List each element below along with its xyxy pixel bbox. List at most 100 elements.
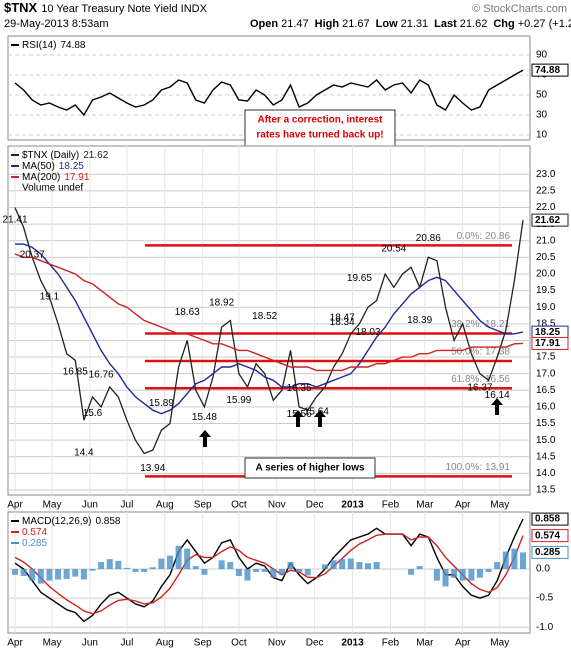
histogram-bar <box>37 569 44 584</box>
histogram-bar <box>115 560 122 570</box>
quote-value: +0.27 (+1.26%) <box>518 18 571 30</box>
histogram-bar <box>485 569 492 572</box>
quote-label: Chg <box>493 18 514 30</box>
quote-value: 21.31 <box>401 18 429 30</box>
price-label: 18.03 <box>356 327 381 338</box>
legend-name: RSI(14) <box>22 40 56 51</box>
histogram-bar <box>141 569 148 572</box>
histogram-bar <box>46 569 53 581</box>
x-tick-label: Jul <box>121 638 134 649</box>
annotation-box <box>244 457 376 479</box>
histogram-bar <box>20 569 27 576</box>
price-label: 16.85 <box>63 366 88 377</box>
quote-label: Low <box>376 18 398 30</box>
last-value-box <box>531 545 569 559</box>
y-tick-label: -0.5 <box>536 593 554 604</box>
x-tick-label: Dec <box>306 638 324 649</box>
histogram-bar <box>408 569 415 575</box>
histogram-bar <box>132 569 139 572</box>
histogram-bar <box>304 569 311 576</box>
histogram-bar <box>296 569 303 572</box>
histogram-bar <box>339 559 346 570</box>
legend-value: 74.88 <box>60 40 85 51</box>
last-value: 0.858 <box>535 514 560 525</box>
fib-label: 100.0%: 13.91 <box>446 462 511 473</box>
quote-value: 21.67 <box>342 18 370 30</box>
histogram-bar <box>433 569 440 581</box>
last-value-box <box>531 512 569 526</box>
series-line <box>14 69 524 117</box>
x-tick-label: Feb <box>382 500 400 511</box>
histogram-bar <box>235 569 242 576</box>
price-label: 16.76 <box>89 369 114 380</box>
y-tick-label: -1.0 <box>536 622 554 633</box>
price-label: 18.92 <box>209 298 234 309</box>
y-tick-label: 21.0 <box>536 235 556 246</box>
histogram-bar <box>244 569 251 581</box>
histogram-bar <box>287 562 294 570</box>
y-tick-label: 14.5 <box>536 451 556 462</box>
histogram-bar <box>468 569 475 581</box>
last-value: 18.25 <box>535 327 560 338</box>
legend-name: MA(50) <box>22 161 55 172</box>
price-label: 20.86 <box>416 233 441 244</box>
x-tick-label: Sep <box>194 638 212 649</box>
legend-value: 21.62 <box>83 150 108 161</box>
series-line <box>14 518 524 623</box>
histogram-bar <box>347 558 354 570</box>
histogram-bar <box>373 562 380 570</box>
histogram-bar <box>270 569 277 578</box>
fib-label: 38.2%: 18.21 <box>451 319 510 330</box>
last-value: 0.285 <box>535 547 560 558</box>
legend-entry: 0.574 <box>22 527 47 538</box>
last-value-box <box>531 336 569 350</box>
quote-label: Open <box>250 18 278 30</box>
y-tick-label: 16.0 <box>536 402 556 413</box>
histogram-bar <box>261 569 268 572</box>
legend-entry: 0.285 <box>22 538 47 549</box>
y-tick-label: 20.5 <box>536 252 556 263</box>
histogram-bar <box>253 569 260 572</box>
series-line <box>14 253 524 372</box>
histogram-bar <box>511 548 518 570</box>
x-tick-label: Apr <box>7 500 23 511</box>
histogram-bar <box>123 567 130 570</box>
y-tick-label: 17.5 <box>536 352 556 363</box>
price-label: 16.14 <box>485 390 510 401</box>
y-tick-label: 30 <box>536 110 548 121</box>
legend-value: 0.574 <box>22 527 47 538</box>
price-label: 19.65 <box>347 273 372 284</box>
legend-name: $TNX (Daily) <box>22 150 79 161</box>
price-label: 15.64 <box>304 407 329 418</box>
price-label: 18.63 <box>175 307 200 318</box>
y-tick-label: 90 <box>536 50 548 61</box>
y-tick-label: 19.0 <box>536 302 556 313</box>
legend-entry: MACD(12,26,9) 0.858 <box>22 516 121 527</box>
series-line <box>15 243 524 415</box>
legend-entry: MA(50) 18.25 <box>22 161 84 172</box>
fib-label: 61.8%: 16.56 <box>451 374 510 385</box>
price-label: 18.47 <box>330 312 355 323</box>
legend-value: 17.91 <box>64 172 89 183</box>
legend-entry: MA(200) 17.91 <box>22 172 90 183</box>
x-tick-label: Jun <box>82 500 98 511</box>
legend-value: 18.25 <box>59 161 84 172</box>
series-line <box>14 207 524 455</box>
y-tick-label: 23.0 <box>536 169 556 180</box>
x-tick-label: Oct <box>231 638 247 649</box>
price-label: 15.99 <box>226 395 251 406</box>
histogram-bar <box>175 545 182 570</box>
x-tick-label: Feb <box>382 638 400 649</box>
last-value-box <box>531 213 569 227</box>
histogram-bar <box>459 569 466 581</box>
y-tick-label: 50 <box>536 90 548 101</box>
x-tick-label: Dec <box>306 500 324 511</box>
arrow <box>491 398 503 415</box>
x-tick-label: Jul <box>121 500 134 511</box>
histogram-bar <box>365 563 372 570</box>
panel-frame <box>7 145 531 496</box>
price-label: 20.37 <box>20 249 45 260</box>
legend-name: MACD(12,26,9) <box>22 516 91 527</box>
histogram-bar <box>451 569 458 578</box>
